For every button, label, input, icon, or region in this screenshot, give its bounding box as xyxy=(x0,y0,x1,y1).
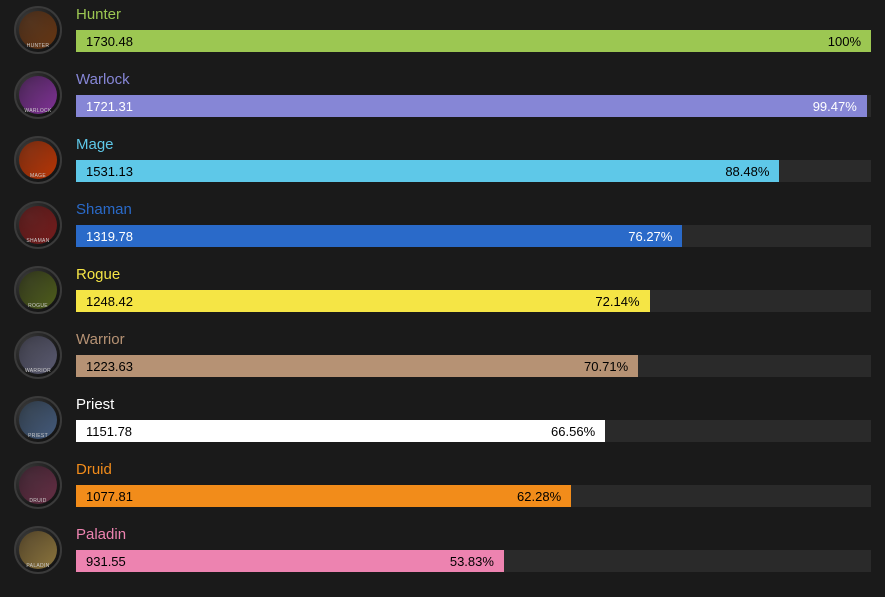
class-row-content: Paladin 931.55 53.83% xyxy=(76,526,871,572)
rogue-class-icon: ROGUE xyxy=(14,266,62,314)
class-icon-label: PRIEST xyxy=(28,433,48,439)
class-row: MAGE Mage 1531.13 88.48% xyxy=(14,136,871,190)
bar-value: 1077.81 xyxy=(86,489,133,504)
class-name-label: Shaman xyxy=(76,201,871,219)
class-icon-label: SHAMAN xyxy=(26,238,49,244)
class-row: ROGUE Rogue 1248.42 72.14% xyxy=(14,266,871,320)
class-icon-label: PALADIN xyxy=(26,563,49,569)
class-icon-label: DRUID xyxy=(29,498,46,504)
bar-value: 1531.13 xyxy=(86,164,133,179)
bar-percent: 99.47% xyxy=(813,99,857,114)
bar-track: 1730.48 100% xyxy=(76,30,871,52)
bar-fill: 1223.63 70.71% xyxy=(76,355,638,377)
class-row-content: Druid 1077.81 62.28% xyxy=(76,461,871,507)
bar-value: 1248.42 xyxy=(86,294,133,309)
druid-class-icon: DRUID xyxy=(14,461,62,509)
class-icon-label: ROGUE xyxy=(28,303,48,309)
class-row-content: Priest 1151.78 66.56% xyxy=(76,396,871,442)
class-name-label: Hunter xyxy=(76,6,871,24)
bar-percent: 62.28% xyxy=(517,489,561,504)
bar-fill: 1730.48 100% xyxy=(76,30,871,52)
class-row-content: Hunter 1730.48 100% xyxy=(76,6,871,52)
class-row-content: Mage 1531.13 88.48% xyxy=(76,136,871,182)
class-row: SHAMAN Shaman 1319.78 76.27% xyxy=(14,201,871,255)
shaman-class-icon: SHAMAN xyxy=(14,201,62,249)
class-row: PALADIN Paladin 931.55 53.83% xyxy=(14,526,871,580)
bar-fill: 1077.81 62.28% xyxy=(76,485,571,507)
class-name-label: Warlock xyxy=(76,71,871,89)
paladin-class-icon: PALADIN xyxy=(14,526,62,574)
bar-fill: 1248.42 72.14% xyxy=(76,290,650,312)
bar-value: 1730.48 xyxy=(86,34,133,49)
bar-value: 1151.78 xyxy=(86,424,132,439)
class-row: WARLOCK Warlock 1721.31 99.47% xyxy=(14,71,871,125)
bar-track: 1151.78 66.56% xyxy=(76,420,871,442)
class-row-content: Warlock 1721.31 99.47% xyxy=(76,71,871,117)
bar-percent: 88.48% xyxy=(725,164,769,179)
class-icon-label: WARLOCK xyxy=(24,108,51,114)
bar-percent: 100% xyxy=(828,34,861,49)
class-name-label: Paladin xyxy=(76,526,871,544)
bar-fill: 1721.31 99.47% xyxy=(76,95,867,117)
bar-track: 1077.81 62.28% xyxy=(76,485,871,507)
class-name-label: Warrior xyxy=(76,331,871,349)
bar-value: 1721.31 xyxy=(86,99,133,114)
class-row-content: Warrior 1223.63 70.71% xyxy=(76,331,871,377)
bar-fill: 1531.13 88.48% xyxy=(76,160,779,182)
class-row: HUNTER Hunter 1730.48 100% xyxy=(14,6,871,60)
bar-track: 1248.42 72.14% xyxy=(76,290,871,312)
class-icon-label: WARRIOR xyxy=(25,368,51,374)
class-name-label: Mage xyxy=(76,136,871,154)
bar-percent: 76.27% xyxy=(628,229,672,244)
class-row: WARRIOR Warrior 1223.63 70.71% xyxy=(14,331,871,385)
bar-track: 1319.78 76.27% xyxy=(76,225,871,247)
priest-class-icon: PRIEST xyxy=(14,396,62,444)
bar-percent: 66.56% xyxy=(551,424,595,439)
mage-class-icon: MAGE xyxy=(14,136,62,184)
bar-fill: 931.55 53.83% xyxy=(76,550,504,572)
warrior-class-icon: WARRIOR xyxy=(14,331,62,379)
bar-value: 1319.78 xyxy=(86,229,133,244)
bar-fill: 1319.78 76.27% xyxy=(76,225,682,247)
class-icon-label: MAGE xyxy=(30,173,46,179)
bar-track: 931.55 53.83% xyxy=(76,550,871,572)
bar-fill: 1151.78 66.56% xyxy=(76,420,605,442)
bar-track: 1531.13 88.48% xyxy=(76,160,871,182)
bar-percent: 53.83% xyxy=(450,554,494,569)
class-row-content: Rogue 1248.42 72.14% xyxy=(76,266,871,312)
bar-value: 931.55 xyxy=(86,554,126,569)
bar-percent: 70.71% xyxy=(584,359,628,374)
class-name-label: Priest xyxy=(76,396,871,414)
bar-track: 1223.63 70.71% xyxy=(76,355,871,377)
class-name-label: Druid xyxy=(76,461,871,479)
class-ranking-list: HUNTER Hunter 1730.48 100% WARLOCK Warlock 172… xyxy=(14,6,871,580)
bar-value: 1223.63 xyxy=(86,359,133,374)
hunter-class-icon: HUNTER xyxy=(14,6,62,54)
class-name-label: Rogue xyxy=(76,266,871,284)
class-row: PRIEST Priest 1151.78 66.56% xyxy=(14,396,871,450)
class-row: DRUID Druid 1077.81 62.28% xyxy=(14,461,871,515)
warlock-class-icon: WARLOCK xyxy=(14,71,62,119)
class-row-content: Shaman 1319.78 76.27% xyxy=(76,201,871,247)
class-icon-label: HUNTER xyxy=(27,43,50,49)
bar-percent: 72.14% xyxy=(595,294,639,309)
bar-track: 1721.31 99.47% xyxy=(76,95,871,117)
